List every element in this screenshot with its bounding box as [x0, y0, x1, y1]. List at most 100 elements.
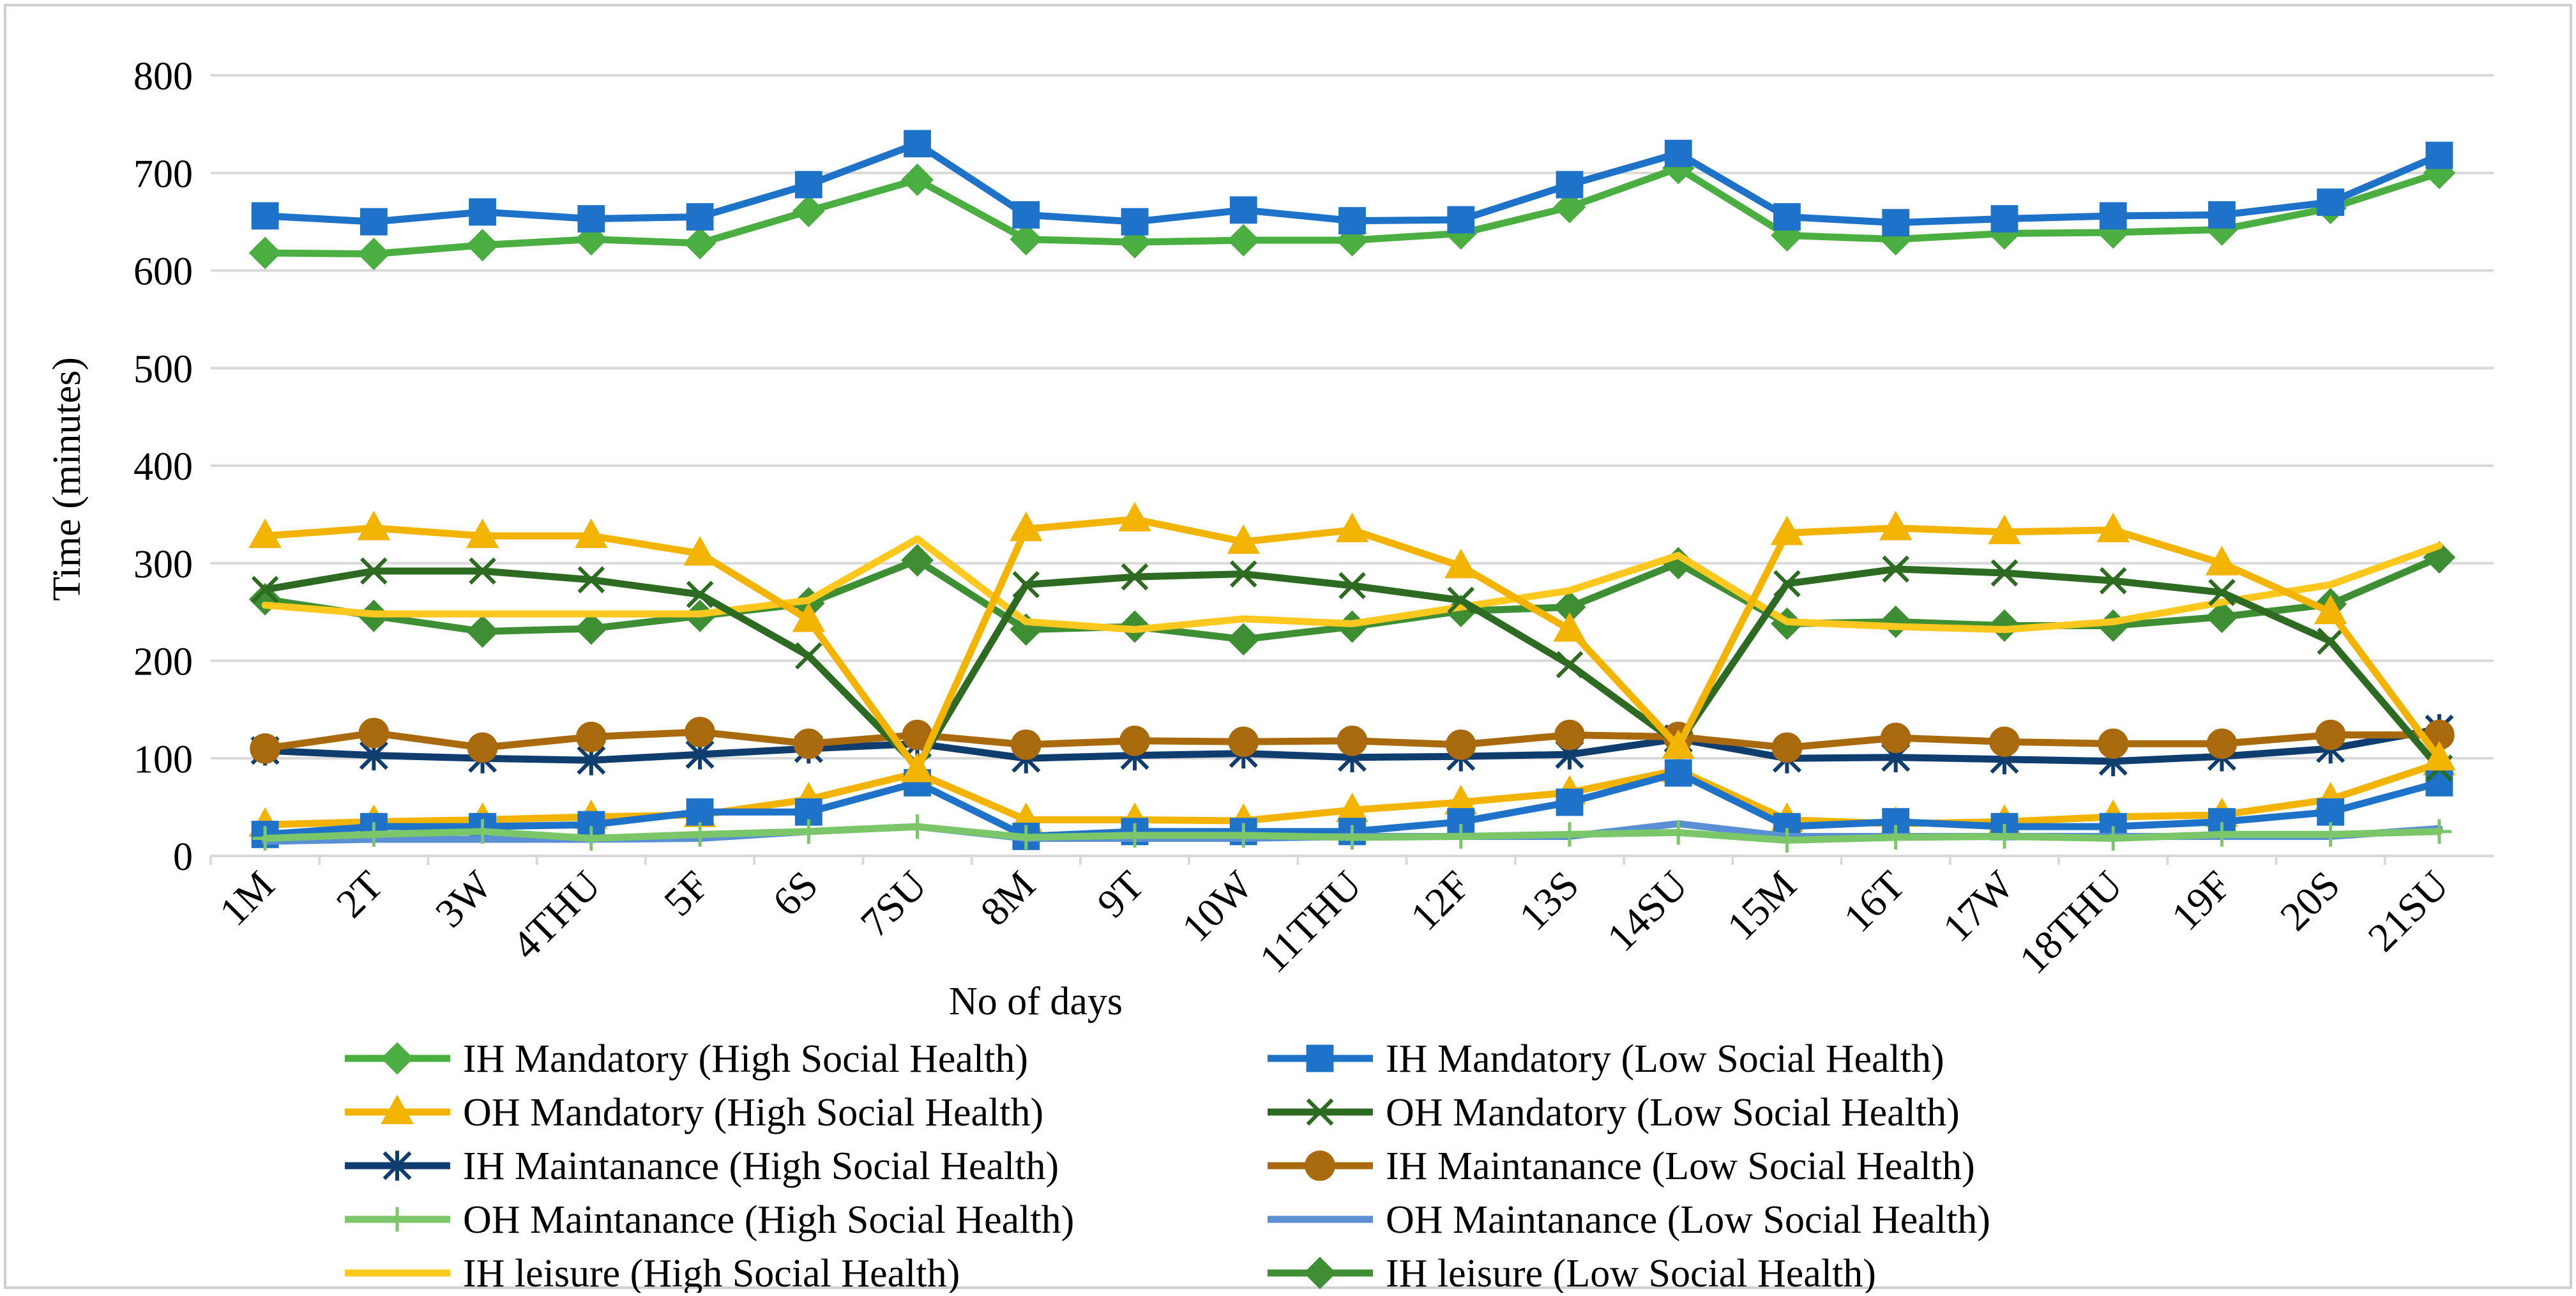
- series-ih-leisure-high-social-health: [261, 535, 2443, 634]
- data-point: [1337, 725, 1368, 756]
- legend-item-oh-maintanance-high-social-health: OH Maintanance (High Social Health): [345, 1198, 1074, 1242]
- data-point: [1012, 201, 1040, 229]
- data-point: [1662, 729, 1695, 759]
- data-point: [1879, 510, 1913, 540]
- legend-item-ih-maintanance-high-social-health: IH Maintanance (High Social Health): [345, 1145, 1059, 1188]
- data-point: [1444, 549, 1478, 579]
- data-point: [1882, 555, 1910, 583]
- y-tick-label: 400: [133, 445, 193, 489]
- data-point: [1445, 729, 1476, 760]
- data-point: [2314, 594, 2347, 625]
- data-point: [2100, 826, 2126, 851]
- series-oh-maintanance-high-social-health: [252, 814, 2452, 853]
- data-point: [683, 227, 716, 260]
- data-point: [467, 732, 498, 763]
- series-line: [261, 535, 2443, 634]
- data-point: [1775, 828, 1799, 853]
- data-point: [1010, 512, 1043, 542]
- data-point: [1335, 512, 1369, 542]
- legend-label: IH Maintanance (Low Social Health): [1386, 1145, 1975, 1188]
- gridlines: [211, 74, 2494, 760]
- legend-label: IH leisure (High Social Health): [463, 1252, 960, 1293]
- data-point: [577, 205, 605, 233]
- data-point: [2208, 201, 2236, 229]
- data-point: [2425, 141, 2453, 169]
- data-point: [1447, 586, 1475, 614]
- data-point: [358, 717, 390, 749]
- data-point: [2205, 545, 2239, 576]
- data-point: [686, 581, 714, 608]
- data-point: [2315, 719, 2346, 751]
- data-point: [575, 518, 608, 548]
- data-point: [792, 194, 825, 227]
- data-point: [357, 510, 391, 540]
- data-point: [2098, 728, 2128, 759]
- data-point: [1448, 824, 1473, 849]
- series-ih-mandatory-high-social-health: [248, 151, 2456, 270]
- data-point: [1880, 722, 1911, 753]
- data-point: [1227, 524, 1260, 554]
- series-oh-mandatory-high-social-health: [248, 501, 2456, 782]
- data-point: [250, 733, 280, 764]
- data-point: [575, 612, 608, 645]
- data-point: [1664, 759, 1692, 787]
- legend-item-oh-mandatory-low-social-health: OH Mandatory (Low Social Health): [1268, 1091, 1960, 1134]
- legend-label: OH Maintanance (Low Social Health): [1386, 1198, 1990, 1242]
- data-point: [248, 236, 282, 270]
- legend-item-ih-leisure-high-social-health: IH leisure (High Social Health): [345, 1252, 960, 1295]
- legend-label: OH Mandatory (Low Social Health): [1386, 1091, 1960, 1134]
- data-point: [793, 728, 824, 759]
- data-point: [792, 602, 826, 632]
- y-tick-label: 300: [133, 543, 193, 586]
- data-point: [2425, 769, 2453, 797]
- y-axis-label: Time (minutes): [45, 357, 89, 601]
- data-point: [466, 615, 499, 648]
- data-point: [1121, 208, 1149, 236]
- data-point: [2317, 627, 2344, 655]
- data-point: [2427, 819, 2452, 844]
- data-point: [900, 752, 934, 782]
- data-point: [1883, 825, 1908, 850]
- data-point: [252, 826, 278, 851]
- data-point: [1557, 822, 1582, 847]
- legend-item-oh-maintanance-low-social-health: OH Maintanance (Low Social Health): [1268, 1198, 1990, 1242]
- legend-swatch-marker: [383, 1150, 412, 1181]
- data-point: [1119, 725, 1150, 756]
- data-point: [2317, 188, 2345, 216]
- legend-label: OH Maintanance (High Social Health): [463, 1198, 1074, 1242]
- data-point: [1013, 825, 1038, 850]
- y-tick-label: 700: [133, 153, 193, 196]
- data-point: [360, 208, 388, 236]
- legend-label: IH Mandatory (Low Social Health): [1386, 1037, 1944, 1081]
- legend-label: IH Mandatory (High Social Health): [463, 1037, 1028, 1081]
- legend-item-oh-mandatory-high-social-health: OH Mandatory (High Social Health): [345, 1091, 1043, 1134]
- legend-swatch-marker: [381, 1042, 414, 1075]
- data-point: [1882, 209, 1910, 237]
- data-point: [1770, 515, 1804, 545]
- legend: IH Mandatory (High Social Health) IH Mand…: [345, 1037, 1990, 1295]
- data-point: [683, 536, 716, 566]
- data-point: [466, 518, 499, 548]
- data-point: [794, 642, 822, 670]
- data-point: [577, 566, 605, 594]
- data-point: [1553, 190, 1586, 224]
- data-point: [2099, 202, 2127, 230]
- data-point: [2206, 728, 2238, 759]
- data-point: [469, 198, 496, 226]
- legend-swatch-marker: [1305, 1150, 1335, 1181]
- data-point: [1122, 823, 1148, 848]
- data-point: [1988, 514, 2021, 544]
- data-point: [360, 557, 388, 585]
- legend-swatch-marker: [1306, 1044, 1334, 1072]
- data-point: [2096, 512, 2130, 542]
- data-point: [686, 798, 714, 826]
- data-point: [1553, 612, 1586, 642]
- data-point: [905, 814, 930, 839]
- legend-label: IH Maintanance (High Social Health): [463, 1145, 1059, 1188]
- data-point: [2423, 740, 2456, 771]
- y-tick-label: 200: [133, 641, 193, 684]
- legend-label: OH Mandatory (High Social Health): [463, 1091, 1043, 1134]
- data-point: [1227, 623, 1260, 656]
- data-point: [2318, 822, 2343, 847]
